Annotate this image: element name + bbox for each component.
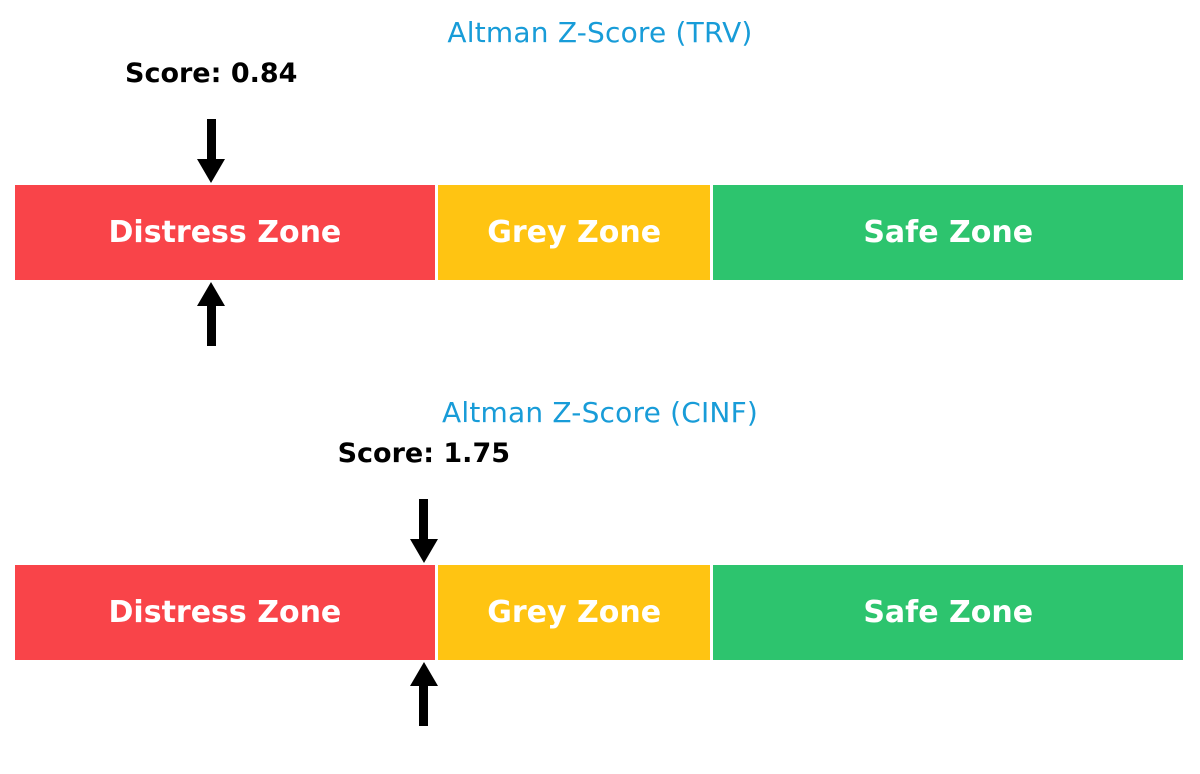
below-bar-area [15,280,1183,352]
zone-label: Distress Zone [108,215,342,250]
zone-label: Safe Zone [863,595,1034,630]
zone-grey: Grey Zone [437,565,714,660]
zone-label: Grey Zone [487,595,662,630]
arrow-shaft [419,499,429,539]
below-bar-area [15,660,1183,732]
zone-label: Distress Zone [108,595,342,630]
arrow-head [409,662,438,686]
up-arrow-icon [197,282,226,346]
arrow-head [409,539,438,563]
arrow-shaft [206,119,216,159]
score-label: Score: 1.75 [337,438,511,469]
down-arrow-icon [409,499,438,563]
annotation-area: Score: 1.75 [15,434,1183,565]
chart-title: Altman Z-Score (CINF) [441,396,758,429]
zone-bar: Distress Zone Grey Zone Safe Zone [15,185,1183,280]
arrow-shaft [206,306,216,346]
zone-safe: Safe Zone [713,565,1183,660]
up-arrow-icon [409,662,438,726]
annotation-area: Score: 0.84 [15,54,1183,185]
altman-zscore-chart-trv: Altman Z-Score (TRV) Score: 0.84 Distres… [0,0,1200,352]
altman-zscore-chart-cinf: Altman Z-Score (CINF) Score: 1.75 Distre… [0,392,1200,732]
zone-distress: Distress Zone [15,185,438,280]
zone-label: Safe Zone [863,215,1034,250]
zone-bar: Distress Zone Grey Zone Safe Zone [15,565,1183,660]
zone-distress: Distress Zone [15,565,438,660]
chart-title: Altman Z-Score (TRV) [447,16,753,49]
zone-grey: Grey Zone [437,185,714,280]
zone-label: Grey Zone [487,215,662,250]
score-label: Score: 0.84 [124,58,298,89]
arrow-shaft [419,686,429,726]
down-arrow-icon [197,119,226,183]
arrow-head [197,282,226,306]
arrow-head [197,159,226,183]
zone-safe: Safe Zone [713,185,1183,280]
